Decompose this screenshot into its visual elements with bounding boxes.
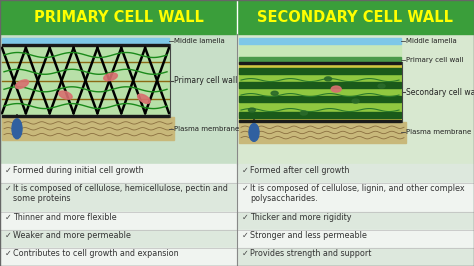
Ellipse shape	[325, 77, 332, 81]
Ellipse shape	[248, 108, 255, 112]
Bar	[239, 103, 401, 111]
Text: ✓: ✓	[242, 249, 249, 258]
Ellipse shape	[331, 86, 341, 92]
Ellipse shape	[12, 119, 22, 139]
Bar	[239, 73, 401, 81]
Text: ✓: ✓	[5, 213, 12, 222]
Bar	[0, 0, 474, 34]
Text: Formed after cell growth: Formed after cell growth	[250, 166, 349, 175]
Ellipse shape	[301, 111, 307, 115]
Text: It is composed of cellulose, hemicellulose, pectin and
some proteins: It is composed of cellulose, hemicellulo…	[13, 184, 228, 203]
Bar	[239, 96, 401, 102]
Ellipse shape	[16, 80, 28, 89]
Text: Provides strength and support: Provides strength and support	[250, 249, 371, 258]
Bar	[0, 230, 237, 248]
Bar	[239, 122, 406, 143]
Text: Secondary cell wall: Secondary cell wall	[406, 88, 474, 97]
Text: Primary cell wall: Primary cell wall	[174, 76, 237, 85]
Text: ✓: ✓	[5, 231, 12, 240]
Ellipse shape	[137, 94, 150, 103]
Bar	[239, 62, 401, 64]
Bar	[0, 248, 237, 266]
Text: ✓: ✓	[5, 166, 12, 175]
Bar	[239, 88, 401, 96]
Text: Formed during initial cell growth: Formed during initial cell growth	[13, 166, 144, 175]
Text: Middle lamella: Middle lamella	[406, 38, 457, 44]
Bar	[237, 248, 474, 266]
Bar	[2, 115, 169, 117]
Text: Plasma membrane: Plasma membrane	[406, 130, 471, 135]
Bar	[0, 182, 237, 211]
Bar	[239, 38, 401, 44]
Text: ✓: ✓	[242, 213, 249, 222]
Text: Stronger and less permeable: Stronger and less permeable	[250, 231, 367, 240]
Ellipse shape	[104, 73, 118, 81]
Ellipse shape	[249, 124, 259, 141]
Bar	[237, 182, 474, 211]
Bar	[2, 44, 169, 117]
Bar	[237, 230, 474, 248]
Bar	[237, 211, 474, 230]
Ellipse shape	[378, 84, 385, 88]
Text: Middle lamella: Middle lamella	[174, 38, 225, 44]
Ellipse shape	[352, 99, 359, 103]
Text: Thicker and more rigidity: Thicker and more rigidity	[250, 213, 352, 222]
Ellipse shape	[271, 91, 278, 95]
Bar	[237, 164, 474, 182]
Text: Contributes to cell growth and expansion: Contributes to cell growth and expansion	[13, 249, 179, 258]
Text: Weaker and more permeable: Weaker and more permeable	[13, 231, 131, 240]
Text: ✓: ✓	[5, 249, 12, 258]
Bar	[0, 164, 237, 182]
Bar	[239, 112, 401, 118]
Bar	[0, 211, 237, 230]
Text: SECONDARY CELL WALL: SECONDARY CELL WALL	[257, 10, 454, 24]
Bar	[239, 62, 401, 122]
Text: It is composed of cellulose, lignin, and other complex
polysaccharides.: It is composed of cellulose, lignin, and…	[250, 184, 465, 203]
Text: ✓: ✓	[242, 231, 249, 240]
Ellipse shape	[59, 91, 72, 99]
Text: PRIMARY CELL WALL: PRIMARY CELL WALL	[34, 10, 203, 24]
Bar	[237, 34, 474, 164]
Text: Primary cell wall: Primary cell wall	[406, 57, 464, 63]
Bar	[2, 44, 169, 46]
Text: Thinner and more flexible: Thinner and more flexible	[13, 213, 117, 222]
Text: ✓: ✓	[5, 184, 12, 193]
Bar	[239, 82, 401, 88]
Bar	[239, 57, 401, 62]
Bar	[2, 38, 169, 44]
Text: ✓: ✓	[242, 184, 249, 193]
Bar	[239, 44, 401, 57]
Bar	[0, 34, 237, 164]
Text: Plasma membrane: Plasma membrane	[174, 126, 239, 132]
Bar	[239, 119, 401, 122]
Bar	[239, 68, 401, 74]
Text: ✓: ✓	[242, 166, 249, 175]
Bar	[2, 117, 174, 140]
